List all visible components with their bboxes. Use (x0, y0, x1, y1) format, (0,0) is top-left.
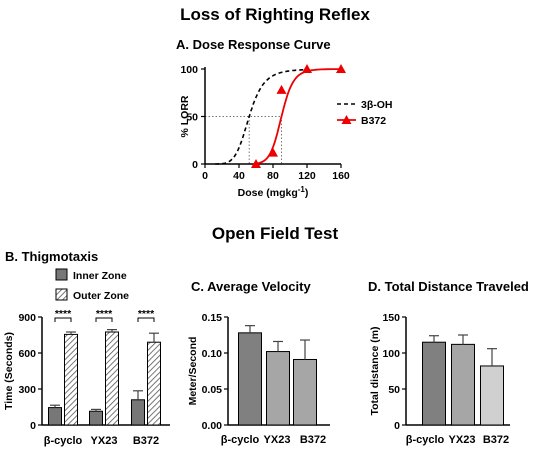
y-tick-label: 50 (186, 112, 198, 124)
y-axis-label: Total distance (m) (369, 326, 381, 415)
significance-label: **** (96, 308, 113, 320)
chart-c-title: C. Average Velocity (191, 279, 311, 294)
significance-bracket (137, 317, 155, 322)
series-3b-oh-line (215, 68, 308, 165)
bar-outer-zone (105, 331, 119, 426)
bar-inner-zone (89, 410, 103, 426)
y-tick-label: 100 (382, 348, 400, 360)
y-tick-label: 150 (382, 312, 400, 324)
x-tick-label: 40 (233, 170, 245, 182)
y-tick-label: 0.05 (202, 384, 223, 396)
y-tick-label: 50 (388, 384, 400, 396)
y-axis-label: % LORR (179, 95, 191, 137)
b372-point-marker (336, 64, 346, 73)
b372-point-marker (251, 159, 261, 168)
x-tick-label: 0 (202, 170, 208, 182)
chart-c-average-velocity: 0.00 0.05 0.10 0.15 Meter/Second β-cyclo YX23 B… (187, 312, 330, 446)
bar-distance (422, 341, 446, 426)
figure-title: Loss of Righting Reflex (180, 5, 370, 24)
b372-point-marker (302, 64, 312, 73)
bar-distance (480, 365, 504, 426)
chart-b-title: B. Thigmotaxis (5, 249, 99, 264)
legend-inner-swatch (55, 268, 68, 281)
legend-b372-label: B372 (361, 115, 386, 127)
y-tick-label: 0 (30, 420, 36, 432)
y-tick-label: 900 (18, 312, 36, 324)
y-tick-label: 0.15 (202, 312, 223, 324)
chart-d-title: D. Total Distance Traveled (368, 279, 529, 294)
bar-distance (451, 343, 475, 426)
significance-bracket (95, 317, 113, 322)
y-tick-label: 0.10 (202, 348, 223, 360)
y-tick-label: 0.00 (202, 420, 223, 432)
y-axis-label: Meter/Second (187, 337, 199, 406)
bar-velocity (266, 351, 290, 426)
bar-inner-zone (48, 407, 62, 426)
x-tick-label: 160 (332, 170, 350, 182)
category-label: B372 (483, 434, 509, 446)
significance-label: **** (138, 308, 155, 320)
section-title: Open Field Test (211, 224, 339, 243)
legend-outer-label: Outer Zone (73, 290, 129, 302)
category-label: YX23 (449, 434, 476, 446)
y-tick-label: 100 (180, 64, 198, 76)
bar-velocity (293, 358, 317, 426)
category-label: B372 (133, 435, 159, 447)
chart-a-dose-response: 0 50 100 0 40 80 120 160 % LORR Dose (mgkg-1) 3β-O… (179, 64, 393, 199)
category-label: YX23 (264, 434, 291, 446)
legend-3b-oh-label: 3β-OH (361, 99, 393, 111)
category-label: YX23 (91, 435, 118, 447)
legend-inner-label: Inner Zone (73, 270, 127, 282)
significance-label: **** (55, 308, 72, 320)
y-tick-label: 0 (394, 420, 400, 432)
category-label: B372 (300, 434, 326, 446)
y-tick-label: 0 (192, 159, 198, 171)
b372-point-marker (276, 84, 287, 94)
x-tick-label: 120 (298, 170, 316, 182)
bar-velocity (238, 332, 262, 426)
y-axis-label: Time (Seconds) (3, 332, 15, 410)
chart-a-title: A. Dose Response Curve (176, 37, 331, 52)
legend-outer-swatch (55, 288, 68, 301)
x-axis-label: Dose (mgkg-1) (238, 185, 309, 199)
legend-b372-marker (341, 115, 352, 124)
bar-outer-zone (64, 333, 78, 426)
y-tick-label: 300 (18, 384, 36, 396)
significance-bracket (54, 317, 72, 322)
bar-outer-zone (147, 341, 161, 426)
y-tick-label: 600 (18, 348, 36, 360)
category-label: β-cyclo (406, 434, 445, 446)
bar-inner-zone (131, 399, 145, 426)
category-label: β-cyclo (221, 434, 260, 446)
category-label: β-cyclo (44, 435, 83, 447)
x-tick-label: 80 (267, 170, 279, 182)
b372-point-marker (268, 147, 278, 157)
